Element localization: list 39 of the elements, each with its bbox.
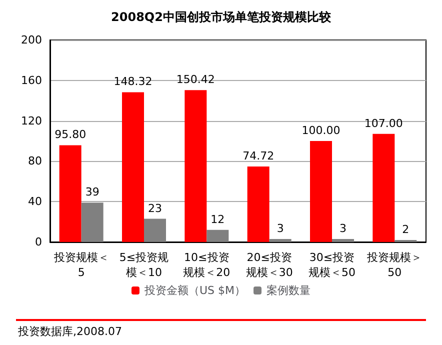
data-label: 23 [148,202,162,215]
bar [247,166,270,242]
y-tick-label: 0 [35,236,42,248]
data-label: 39 [85,186,100,199]
data-label: 2 [402,222,410,236]
data-label: 100.00 [302,124,340,137]
y-tick-label: 200 [21,34,42,46]
x-tick-label: 投资规模＜5 [52,251,109,279]
legend-label: 案例数量 [266,284,311,297]
x-tick-label: 5≤投资规模＜10 [119,251,169,279]
data-label: 74.72 [242,150,274,163]
x-tick-label: 投资规模＞50 [366,251,422,279]
bar [310,141,332,242]
data-label: 3 [340,222,346,235]
bar [269,238,292,242]
x-tick-label: 30≤投资规模＜50 [308,251,356,279]
y-tick-label: 80 [28,154,42,168]
y-tick-label: 40 [28,195,42,208]
bar [372,134,395,242]
legend-label: 投资金额（US $M） [143,284,246,297]
chart-title: 2008Q2中国创投市场单笔投资规模比较 [111,10,332,24]
bar [122,92,144,242]
text: 投资数据库,2008.07 [17,325,122,338]
data-label: 150.42 [176,73,215,86]
y-tick-label: 160 [21,74,42,87]
data-label: 12 [210,212,225,226]
x-tick-label: 20≤投资规模＜30 [246,251,293,279]
bar [206,230,229,242]
bar [184,90,207,242]
data-label: 107.00 [364,116,403,130]
x-tick-label: 10≤投资规模＜20 [183,251,230,279]
bar [59,145,82,242]
bar [144,218,166,242]
bar [332,238,354,242]
data-label: 148.32 [114,75,152,88]
bar [81,202,104,242]
y-tick-label: 120 [21,114,42,128]
data-label: 3 [276,222,284,235]
data-label: 95.80 [54,128,86,142]
